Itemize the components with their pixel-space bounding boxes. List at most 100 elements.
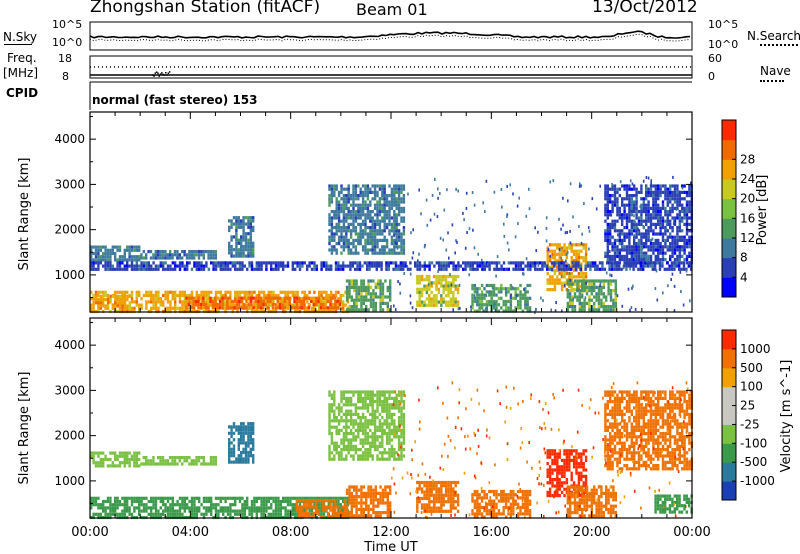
echo-cell	[573, 292, 577, 296]
echo-cell	[355, 285, 358, 289]
echo-cell	[250, 509, 254, 513]
echo-cell	[604, 232, 607, 236]
echo-cell	[178, 297, 182, 301]
echo-cell	[234, 264, 237, 268]
echo-cell	[623, 210, 626, 214]
echo-cell	[628, 184, 631, 188]
echo-cell	[342, 438, 346, 442]
echo-cell	[114, 499, 117, 504]
echo-cell	[480, 296, 484, 300]
echo-cell	[374, 305, 377, 309]
echo-cell	[99, 290, 102, 294]
echo-cell	[97, 293, 100, 298]
echo-cell	[342, 216, 346, 220]
echo-cell	[357, 295, 361, 299]
echo-cell	[322, 261, 326, 265]
echo-cell	[342, 441, 346, 445]
echo-cell	[628, 235, 631, 239]
echo-cell	[240, 254, 243, 258]
echo-cell	[673, 248, 677, 252]
echo-cell	[315, 264, 318, 268]
echo-cell	[333, 187, 336, 191]
echo-cell	[373, 245, 377, 249]
echo-cell	[553, 261, 556, 265]
echo-cell	[252, 428, 255, 432]
echo-cell	[347, 441, 350, 445]
noise-cell	[667, 284, 669, 288]
echo-cell	[613, 226, 617, 230]
noise-cell	[528, 207, 531, 211]
echo-cell	[628, 187, 631, 191]
noise-cell	[569, 278, 572, 282]
echo-cell	[566, 308, 569, 312]
echo-cell	[301, 496, 304, 500]
nsearch-legend-line	[760, 44, 798, 46]
echo-cell	[642, 254, 645, 258]
echo-cell	[652, 194, 655, 198]
echo-cell	[333, 248, 336, 252]
echo-cell	[205, 509, 208, 513]
echo-cell	[645, 242, 648, 246]
echo-cell	[435, 284, 438, 288]
echo-cell	[349, 390, 353, 394]
echo-cell	[657, 194, 660, 198]
echo-cell	[572, 243, 576, 247]
echo-cell	[495, 303, 498, 307]
echo-cell	[195, 456, 198, 460]
echo-cell	[488, 303, 491, 307]
echo-cell	[328, 448, 331, 452]
echo-cell	[166, 459, 169, 463]
echo-cell	[209, 296, 212, 300]
echo-cell	[282, 261, 285, 265]
echo-cell	[99, 294, 103, 298]
echo-cell	[688, 229, 691, 233]
echo-cell	[318, 496, 321, 500]
echo-cell	[371, 190, 374, 194]
echo-cell	[664, 258, 667, 262]
echo-cell	[187, 303, 191, 307]
echo-cell	[514, 290, 517, 294]
echo-cell	[364, 216, 367, 220]
echo-cell	[230, 251, 233, 255]
echo-cell	[126, 506, 129, 510]
echo-cell	[157, 264, 160, 268]
echo-cell	[581, 282, 584, 286]
echo-cell	[464, 261, 467, 265]
echo-cell	[604, 206, 607, 210]
echo-cell	[384, 295, 387, 299]
echo-cell	[142, 293, 146, 298]
echo-cell	[322, 264, 326, 268]
echo-cell	[371, 248, 374, 252]
echo-cell	[102, 255, 105, 259]
echo-cell	[442, 267, 446, 271]
echo-cell	[397, 267, 400, 271]
echo-cell	[130, 297, 134, 301]
echo-cell	[560, 252, 564, 256]
echo-cell	[685, 200, 689, 204]
echo-cell	[649, 194, 653, 198]
echo-cell	[334, 502, 337, 506]
echo-cell	[190, 303, 194, 307]
echo-cell	[442, 278, 445, 282]
echo-cell	[337, 203, 341, 207]
echo-cell	[270, 506, 273, 510]
echo-cell	[664, 242, 667, 246]
echo-cell	[190, 267, 194, 271]
echo-cell	[349, 403, 353, 407]
echo-cell	[243, 293, 246, 298]
echo-cell	[367, 282, 370, 286]
echo-cell	[133, 258, 136, 262]
echo-cell	[616, 219, 619, 223]
echo-cell	[464, 264, 467, 268]
echo-cell	[632, 264, 635, 268]
echo-cell	[327, 503, 330, 507]
echo-cell	[388, 194, 391, 198]
echo-cell	[320, 264, 323, 268]
echo-cell	[681, 197, 684, 201]
echo-cell	[358, 267, 362, 271]
echo-cell	[133, 506, 136, 510]
echo-cell	[685, 194, 689, 198]
echo-cell	[303, 496, 306, 500]
echo-cell	[217, 261, 220, 265]
echo-cell	[469, 267, 472, 271]
